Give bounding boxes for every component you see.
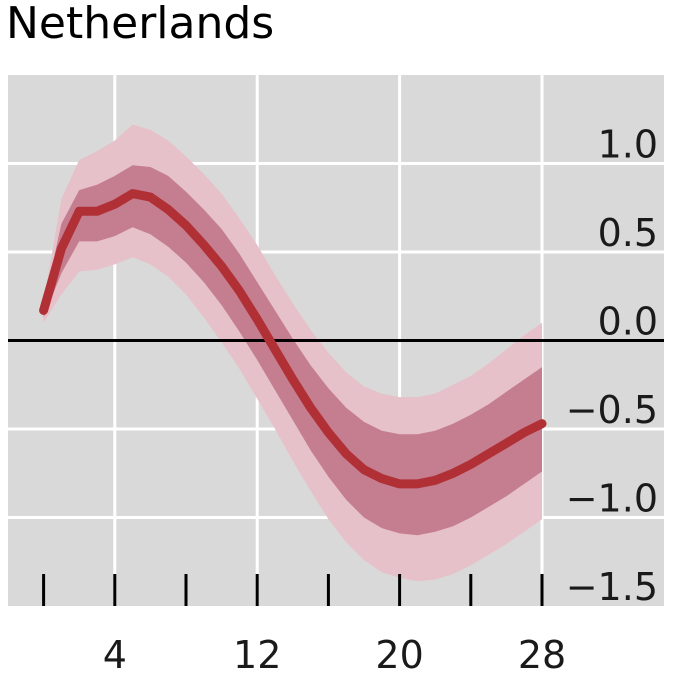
- x-axis-ticks: [42, 574, 544, 606]
- series-line: [39, 189, 547, 489]
- y-tick-label-4: −1.0: [566, 477, 658, 521]
- y-tick-label-0: 1.0: [598, 123, 658, 167]
- x-tick-label-1: 12: [233, 633, 281, 677]
- chart-title: Netherlands: [6, 0, 275, 49]
- y-tick-label-5: −1.5: [566, 565, 658, 609]
- y-tick-label-2: 0.0: [598, 300, 658, 344]
- x-axis-tick-labels: 4 12 20 28: [103, 633, 566, 677]
- x-tick-label-0: 4: [103, 633, 127, 677]
- inner-confidence-band: [43, 165, 542, 536]
- x-tick-label-3: 28: [518, 633, 566, 677]
- y-tick-label-3: −0.5: [566, 388, 658, 432]
- x-tick-label-2: 20: [375, 633, 423, 677]
- y-axis-tick-labels: 1.0 0.5 0.0 −0.5 −1.0 −1.5: [566, 123, 658, 610]
- y-tick-label-1: 0.5: [598, 211, 658, 255]
